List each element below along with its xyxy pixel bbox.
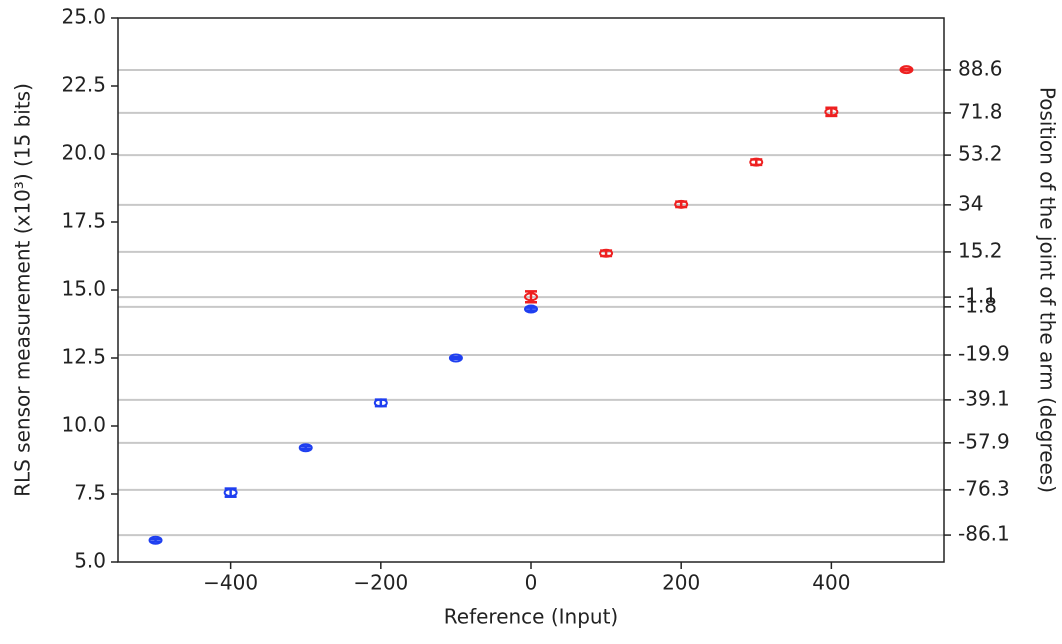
data-point — [448, 353, 463, 363]
plot-frame — [117, 17, 945, 563]
y-tick-label: 20.0 — [61, 141, 106, 165]
error-bar — [525, 306, 537, 312]
y2-tick-label: -39.1 — [958, 386, 1010, 410]
y-tick-label: 10.0 — [61, 413, 106, 437]
y2-tick-label: -1.1 — [958, 284, 997, 308]
error-bar — [449, 355, 462, 361]
data-point — [298, 443, 313, 453]
data-point — [223, 488, 238, 498]
y2-tick-label: -1.8 — [958, 293, 997, 317]
y2-tick-label: 53.2 — [958, 142, 1003, 166]
y-tick-label: 12.5 — [61, 345, 106, 369]
y-tick-label: 25.0 — [61, 5, 106, 29]
data-point — [148, 535, 163, 545]
x-tick-label: 0 — [525, 571, 538, 595]
x-tick-label: 400 — [812, 571, 850, 595]
data-point — [899, 65, 914, 75]
data-point — [524, 292, 538, 302]
data-point — [824, 107, 839, 117]
y-tick-label: 17.5 — [61, 209, 106, 233]
y2-tick-label: 71.8 — [958, 99, 1003, 123]
data-point — [674, 199, 689, 209]
error-bar — [900, 67, 913, 72]
x-tick-label: 200 — [662, 571, 700, 595]
x-tick-label: −200 — [353, 571, 408, 595]
y-tick-label: 5.0 — [74, 549, 106, 573]
y-tick-label: 15.0 — [61, 277, 106, 301]
data-point — [373, 398, 388, 408]
data-point — [524, 304, 538, 314]
y-tick-label: 22.5 — [61, 73, 106, 97]
y2-tick-label: 15.2 — [958, 238, 1003, 262]
y2-tick-label: 34 — [958, 191, 983, 215]
y2-axis-label: Position of the joint of the arm (degree… — [1036, 87, 1060, 493]
y2-tick-label: -57.9 — [958, 429, 1010, 453]
x-axis-label: Reference (Input) — [444, 605, 618, 629]
y-axis-label: RLS sensor measurement (x10³) (15 bits) — [11, 83, 35, 497]
y2-tick-label: -19.9 — [958, 342, 1010, 366]
y2-tick-label: -76.3 — [958, 476, 1010, 500]
error-bar — [149, 537, 162, 543]
data-point — [749, 157, 764, 167]
x-tick-label: −400 — [203, 571, 258, 595]
y2-tick-label: -86.1 — [958, 522, 1010, 546]
data-point — [599, 248, 614, 258]
y-tick-label: 7.5 — [74, 481, 106, 505]
error-bar — [299, 445, 312, 451]
y2-tick-label: 88.6 — [958, 56, 1003, 80]
